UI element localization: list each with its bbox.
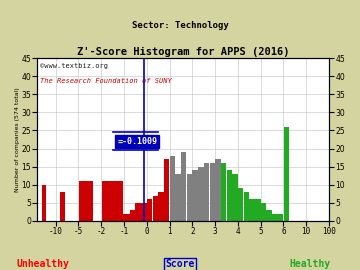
- Bar: [278, 214, 283, 221]
- Bar: [130, 210, 135, 221]
- Text: ©www.textbiz.org: ©www.textbiz.org: [40, 63, 108, 69]
- Bar: [147, 199, 152, 221]
- Bar: [164, 159, 170, 221]
- Bar: [238, 188, 243, 221]
- Bar: [255, 199, 261, 221]
- Bar: [118, 214, 124, 221]
- Bar: [272, 214, 278, 221]
- Bar: [193, 170, 198, 221]
- Text: Healthy: Healthy: [289, 259, 330, 269]
- Text: Sector: Technology: Sector: Technology: [132, 21, 228, 30]
- Bar: [187, 174, 192, 221]
- Bar: [261, 203, 266, 221]
- Bar: [124, 214, 130, 221]
- Bar: [42, 185, 46, 221]
- Bar: [249, 199, 255, 221]
- Bar: [210, 163, 215, 221]
- Text: The Research Foundation of SUNY: The Research Foundation of SUNY: [40, 78, 172, 84]
- Bar: [60, 192, 64, 221]
- Bar: [158, 192, 164, 221]
- Bar: [102, 181, 123, 221]
- Bar: [198, 167, 203, 221]
- Bar: [78, 181, 86, 221]
- Bar: [175, 174, 181, 221]
- Bar: [221, 163, 226, 221]
- Bar: [215, 159, 221, 221]
- Text: Score: Score: [165, 259, 195, 269]
- Bar: [227, 170, 232, 221]
- Text: Unhealthy: Unhealthy: [17, 259, 69, 269]
- Bar: [284, 127, 289, 221]
- Bar: [181, 152, 186, 221]
- Bar: [153, 195, 158, 221]
- Title: Z'-Score Histogram for APPS (2016): Z'-Score Histogram for APPS (2016): [77, 48, 289, 58]
- Bar: [141, 203, 147, 221]
- Bar: [244, 192, 249, 221]
- Bar: [204, 163, 209, 221]
- Bar: [86, 181, 93, 221]
- Text: =-0.1009: =-0.1009: [117, 137, 157, 146]
- Bar: [232, 174, 238, 221]
- Bar: [170, 156, 175, 221]
- Y-axis label: Number of companies (574 total): Number of companies (574 total): [15, 87, 20, 192]
- Bar: [135, 203, 141, 221]
- Bar: [266, 210, 272, 221]
